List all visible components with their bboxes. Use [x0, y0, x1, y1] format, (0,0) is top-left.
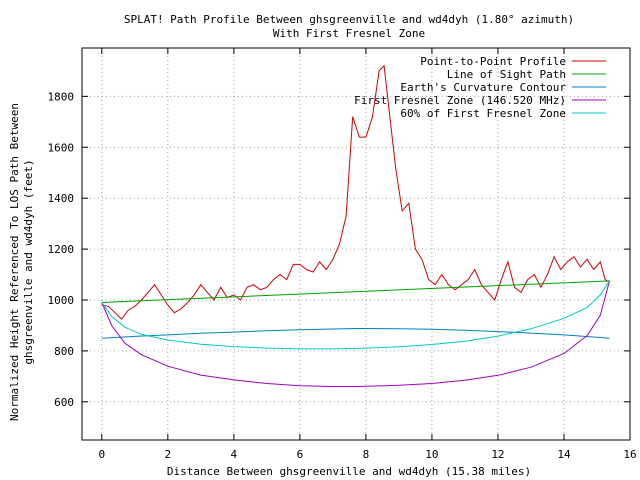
x-axis-label: Distance Between ghsgreenville and wd4dy… — [167, 465, 531, 478]
x-tick-label: 8 — [363, 448, 370, 461]
x-tick-label: 2 — [165, 448, 172, 461]
y-tick-label: 800 — [54, 345, 74, 358]
legend-label: 60% of First Fresnel Zone — [400, 107, 566, 120]
series-line-line-of-sight-path — [101, 280, 610, 303]
x-tick-label: 10 — [425, 448, 438, 461]
x-tick-label: 14 — [557, 448, 571, 461]
y-tick-label: 1400 — [48, 192, 75, 205]
plot-frame — [81, 47, 631, 441]
x-tick-label: 12 — [491, 448, 504, 461]
x-tick-label: 4 — [231, 448, 238, 461]
grid — [82, 48, 631, 440]
x-tick-label: 16 — [623, 448, 636, 461]
y-axis-label-line2: ghsgreenville and wd4dyh (feet) — [22, 159, 35, 364]
y-tick-label: 1800 — [48, 90, 75, 103]
y-axis-label-line1: Normalized Height Referenced To LOS Path… — [8, 103, 21, 421]
series-line-earth-s-curvature-contour — [101, 328, 610, 339]
legend-label: Line of Sight Path — [447, 68, 566, 81]
chart-title: SPLAT! Path Profile Between ghsgreenvill… — [124, 13, 574, 40]
series-line-point-to-point-profile — [101, 64, 610, 320]
y-tick-label: 600 — [54, 396, 74, 409]
chart-title-line1: SPLAT! Path Profile Between ghsgreenvill… — [124, 13, 574, 26]
y-tick-label: 1600 — [48, 141, 75, 154]
series-line-60-of-first-fresnel-zone — [101, 280, 610, 350]
chart-subtitle: With First Fresnel Zone — [273, 27, 425, 40]
series-layer — [101, 64, 610, 387]
legend-label: Point-to-Point Profile — [420, 55, 566, 68]
y-axis-label: Normalized Height Referenced To LOS Path… — [8, 103, 35, 421]
y-tick-label: 1200 — [48, 243, 75, 256]
legend-label: Earth's Curvature Contour — [400, 81, 566, 94]
legend-label: First Fresnel Zone (146.520 MHz) — [354, 94, 566, 107]
series-line-first-fresnel-zone-146-520-mhz — [101, 280, 610, 387]
y-tick-label: 1000 — [48, 294, 75, 307]
axis-ticks: 0 2 4 6 8 10 12 14 16 600 800 1000 1200 1400 1600 1800 — [48, 48, 637, 461]
x-tick-label: 0 — [98, 448, 105, 461]
x-tick-label: 6 — [297, 448, 304, 461]
